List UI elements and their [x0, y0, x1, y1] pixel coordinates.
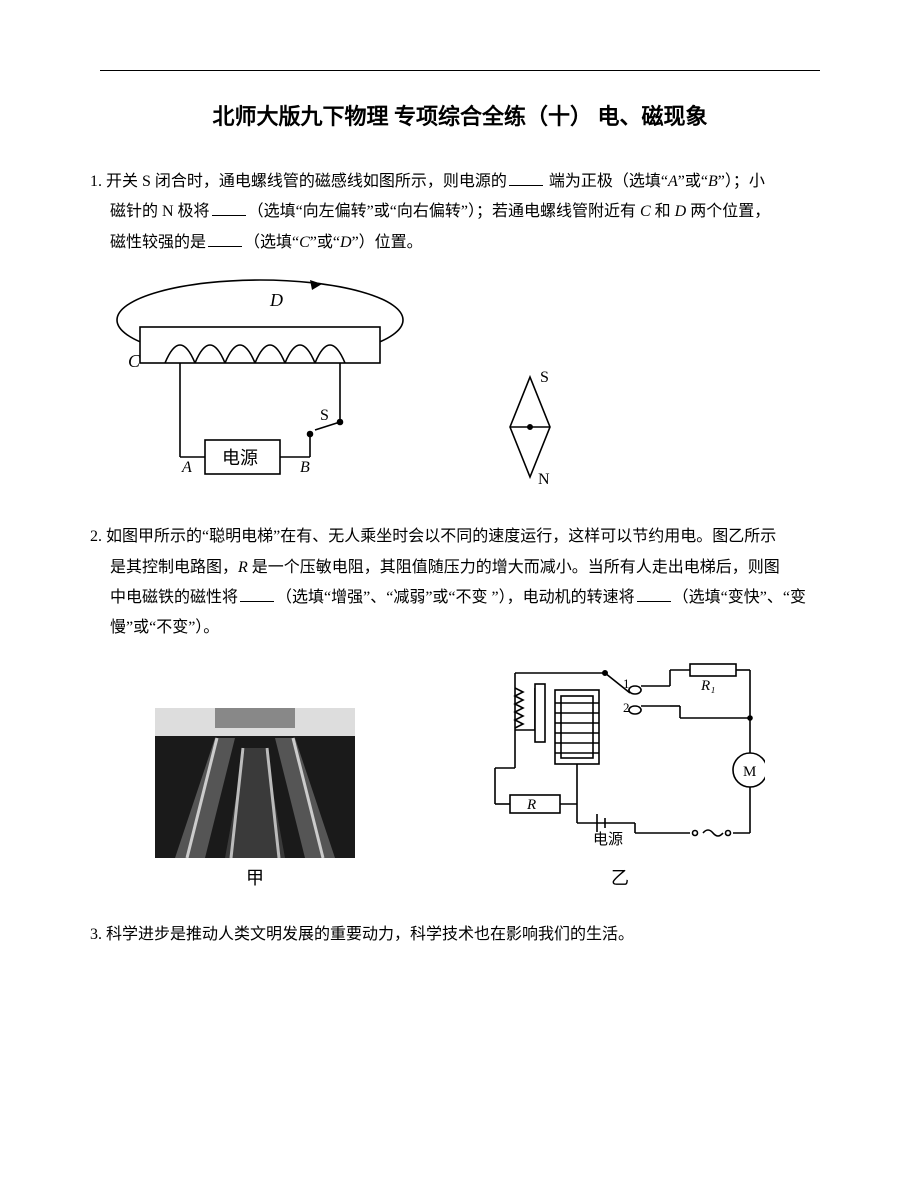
q2-figure-a: 甲: [155, 708, 355, 890]
q2-figures: 甲: [90, 658, 830, 890]
label-B: B: [300, 459, 310, 476]
q1-text: 磁性较强的是: [110, 234, 206, 251]
q1-blank-1[interactable]: [509, 171, 543, 186]
q2-text: 是其控制电路图，: [110, 559, 238, 576]
label-switch-S: S: [320, 407, 329, 424]
caption-jia: 甲: [155, 864, 355, 890]
q2-figure-b: 1 2 R₁ R M 电源 乙: [475, 658, 765, 890]
q2-text: 如图甲所示的“聪明电梯”在有、无人乘坐时会以不同的速度运行，这样可以节约用电。图…: [106, 528, 776, 545]
label-compass-S: S: [540, 369, 549, 386]
q2-blank-2[interactable]: [637, 587, 671, 602]
label-compass-N: N: [538, 471, 550, 488]
var-C: C: [299, 234, 310, 251]
q1-solenoid-diagram: C D S A B 电源: [110, 272, 410, 492]
question-3: 3. 科学进步是推动人类文明发展的重要动力，科学技术也在影响我们的生活。: [90, 920, 830, 950]
var-R: R: [238, 559, 248, 576]
q2-number: 2.: [90, 528, 102, 545]
q1-text: ”或“: [678, 173, 708, 190]
var-B: B: [708, 173, 718, 190]
q1-text: 两个位置，: [686, 203, 770, 220]
q1-text: 和: [651, 203, 675, 220]
q1-text: 磁针的 N 极将: [110, 203, 210, 220]
q1-blank-2[interactable]: [212, 201, 246, 216]
q1-text: ”）位置。: [352, 234, 423, 251]
q1-blank-3[interactable]: [208, 231, 242, 246]
q1-text: （选填“: [244, 234, 299, 251]
label-C: C: [128, 351, 141, 371]
header-rule: [100, 70, 820, 71]
q2-text: 中电磁铁的磁性将: [110, 589, 238, 606]
question-1: 1. 开关 S 闭合时，通电螺线管的磁感线如图所示，则电源的 端为正极（选填“A…: [90, 167, 830, 258]
q2-blank-1[interactable]: [240, 587, 274, 602]
var-C: C: [640, 203, 651, 220]
caption-yi: 乙: [475, 864, 765, 890]
var-D: D: [340, 234, 352, 251]
q3-number: 3.: [90, 926, 102, 943]
q2-circuit-diagram: 1 2 R₁ R M 电源: [475, 658, 765, 858]
q1-figure: C D S A B 电源 S N: [110, 272, 830, 492]
var-A: A: [668, 173, 678, 190]
page: 北师大版九下物理 专项综合全练（十） 电、磁现象 1. 开关 S 闭合时，通电螺…: [0, 0, 920, 1191]
q1-text: 端为正极（选填“: [545, 173, 668, 190]
q2-text: （选填“变快”、“变: [673, 589, 806, 606]
label-1: 1: [623, 676, 630, 691]
q1-text: ”）；小: [718, 173, 765, 190]
q2-text: （选填“增强”、“减弱”或“不变 ”），电动机的转速将: [276, 589, 635, 606]
label-R: R: [526, 797, 536, 813]
label-source: 电源: [222, 448, 258, 468]
question-2: 2. 如图甲所示的“聪明电梯”在有、无人乘坐时会以不同的速度运行，这样可以节约用…: [90, 522, 830, 644]
label-source-2: 电源: [593, 831, 623, 848]
q3-text: 科学进步是推动人类文明发展的重要动力，科学技术也在影响我们的生活。: [106, 926, 634, 943]
label-D: D: [269, 290, 283, 310]
q1-compass-diagram: S N: [490, 362, 570, 492]
q2-text: 慢”或“不变”）。: [110, 619, 219, 636]
q2-text: 是一个压敏电阻，其阻值随压力的增大而减小。当所有人走出电梯后，则图: [248, 559, 780, 576]
q1-text: 开关 S 闭合时，通电螺线管的磁感线如图所示，则电源的: [106, 173, 507, 190]
label-2: 2: [623, 700, 630, 715]
page-title: 北师大版九下物理 专项综合全练（十） 电、磁现象: [90, 99, 830, 131]
q1-number: 1.: [90, 173, 102, 190]
var-D: D: [675, 203, 687, 220]
q1-text: ”或“: [310, 234, 340, 251]
escalator-photo-icon: [155, 708, 355, 858]
label-R1: R₁: [700, 678, 715, 694]
label-A: A: [181, 459, 192, 476]
label-M: M: [743, 764, 756, 780]
q1-text: （选填“向左偏转”或“向右偏转”）；若通电螺线管附近有: [248, 203, 640, 220]
